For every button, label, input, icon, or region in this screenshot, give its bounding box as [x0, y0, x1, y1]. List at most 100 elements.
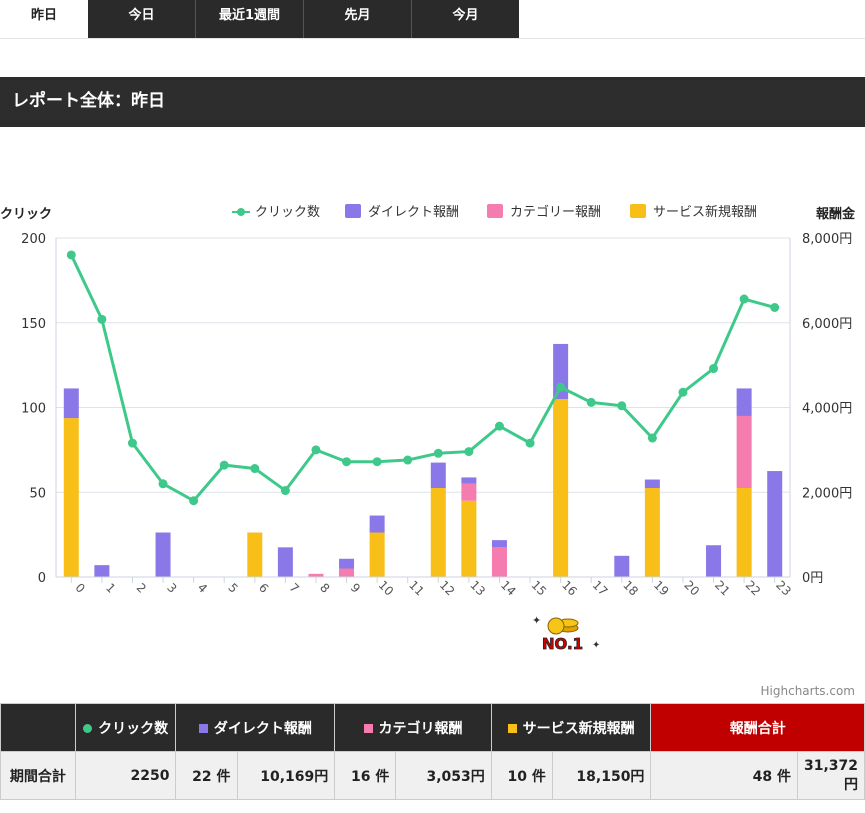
- click-point[interactable]: [66, 250, 76, 260]
- click-point[interactable]: [403, 455, 413, 465]
- bar-segment[interactable]: [706, 545, 722, 577]
- bar-segment[interactable]: [736, 415, 752, 489]
- click-point[interactable]: [433, 448, 443, 458]
- bar-segment[interactable]: [339, 568, 355, 577]
- bar-segment[interactable]: [461, 483, 477, 501]
- x-tick-label: 4: [195, 581, 210, 596]
- tab-last-week[interactable]: 最近1週間: [196, 0, 304, 38]
- click-point[interactable]: [250, 464, 260, 474]
- click-point[interactable]: [617, 401, 627, 411]
- bar-segment[interactable]: [339, 558, 355, 569]
- click-point[interactable]: [709, 364, 719, 374]
- x-tick-label: 23: [773, 578, 794, 599]
- chart-gridlines: [56, 237, 790, 578]
- no1-badge: ✦ ✦ NO.1: [532, 614, 600, 653]
- chart-click-line: [66, 250, 780, 506]
- bar-segment[interactable]: [308, 573, 324, 577]
- x-tick-label: 21: [712, 578, 733, 599]
- service-count: 10 件: [490, 751, 553, 800]
- bar-segment[interactable]: [767, 471, 783, 577]
- click-point[interactable]: [342, 457, 352, 467]
- chart-bars: [63, 343, 783, 577]
- right-tick-label: 8,000円: [802, 232, 852, 247]
- legend-dot-icon: [237, 208, 245, 216]
- tab-today[interactable]: 今日: [88, 0, 196, 38]
- click-point[interactable]: [770, 302, 780, 312]
- bar-segment[interactable]: [430, 488, 446, 577]
- click-point[interactable]: [739, 294, 749, 304]
- legend-square-icon: [345, 204, 361, 218]
- highcharts-credit[interactable]: Highcharts.com: [760, 684, 855, 698]
- bar-segment[interactable]: [63, 418, 79, 577]
- bar-segment[interactable]: [461, 477, 477, 484]
- purple-square-icon: [198, 724, 208, 733]
- pink-square-icon: [363, 724, 373, 733]
- right-tick-label: 6,000円: [802, 317, 852, 332]
- click-point[interactable]: [189, 496, 199, 506]
- bar-segment[interactable]: [644, 479, 660, 489]
- legend-item-label[interactable]: クリック数: [255, 205, 320, 220]
- left-tick-label: 200: [21, 232, 46, 247]
- bar-segment[interactable]: [736, 388, 752, 416]
- tab-this-month[interactable]: 今月: [412, 0, 519, 38]
- bar-segment[interactable]: [461, 500, 477, 577]
- x-tick-label: 11: [406, 578, 427, 599]
- bar-segment[interactable]: [277, 547, 293, 577]
- coin-icon: [547, 617, 565, 635]
- legend-item-label[interactable]: ダイレクト報酬: [368, 205, 459, 220]
- category-count: 16 件: [334, 751, 397, 800]
- click-point[interactable]: [127, 438, 137, 448]
- bar-segment[interactable]: [614, 555, 630, 577]
- click-point[interactable]: [647, 433, 657, 443]
- click-series-line: [69, 254, 776, 503]
- click-point[interactable]: [158, 479, 168, 489]
- bar-segment[interactable]: [63, 388, 79, 419]
- bar-segment[interactable]: [491, 540, 507, 548]
- click-point[interactable]: [678, 387, 688, 397]
- x-tick-label: 19: [651, 578, 672, 599]
- summary-header-category: カテゴリ報酬: [334, 703, 492, 752]
- x-tick-label: 14: [498, 578, 519, 599]
- bar-segment[interactable]: [369, 532, 385, 577]
- tab-last-month[interactable]: 先月: [304, 0, 412, 38]
- x-tick-label: 17: [590, 578, 611, 599]
- bar-segment[interactable]: [430, 462, 446, 489]
- click-point[interactable]: [219, 460, 229, 470]
- bar-segment[interactable]: [94, 565, 110, 577]
- summary-header-row: クリック数 ダイレクト報酬 カテゴリ報酬 サービス新規報酬 報酬合計: [0, 703, 865, 752]
- click-point[interactable]: [464, 447, 474, 457]
- click-point[interactable]: [525, 438, 535, 448]
- click-point[interactable]: [586, 397, 596, 407]
- bar-segment[interactable]: [644, 488, 660, 577]
- report-header: レポート全体：昨日: [0, 77, 865, 127]
- chart-legend: クリック数 ダイレクト報酬 カテゴリー報酬 サービス新規報酬: [232, 204, 757, 220]
- legend-item-label[interactable]: カテゴリー報酬: [510, 204, 601, 220]
- bar-segment[interactable]: [247, 532, 263, 577]
- click-point[interactable]: [556, 382, 566, 392]
- click-point[interactable]: [311, 445, 321, 455]
- bar-segment[interactable]: [155, 532, 171, 577]
- bar-segment[interactable]: [553, 399, 569, 577]
- click-point[interactable]: [97, 314, 107, 324]
- click-point[interactable]: [372, 457, 382, 467]
- category-amount: 3,053円: [395, 751, 492, 800]
- x-tick-label: 20: [681, 578, 702, 599]
- tab-yesterday[interactable]: 昨日: [0, 0, 88, 38]
- legend-item-label[interactable]: サービス新規報酬: [653, 204, 757, 220]
- direct-count: 22 件: [175, 751, 238, 800]
- x-tick-label: 12: [437, 578, 458, 599]
- x-tick-label: 8: [317, 581, 332, 596]
- bar-segment[interactable]: [736, 488, 752, 577]
- click-point[interactable]: [280, 486, 290, 496]
- direct-amount: 10,169円: [236, 751, 336, 800]
- bar-segment[interactable]: [369, 515, 385, 533]
- x-tick-label: 16: [559, 578, 580, 599]
- clicks-total: 2250: [74, 751, 177, 800]
- right-tick-label: 4,000円: [802, 402, 852, 417]
- legend-square-icon: [487, 204, 503, 218]
- bar-segment[interactable]: [491, 547, 507, 577]
- x-tick-label: 13: [467, 578, 488, 599]
- x-tick-label: 5: [225, 581, 240, 596]
- click-point[interactable]: [494, 421, 504, 431]
- green-dot-icon: [83, 724, 93, 733]
